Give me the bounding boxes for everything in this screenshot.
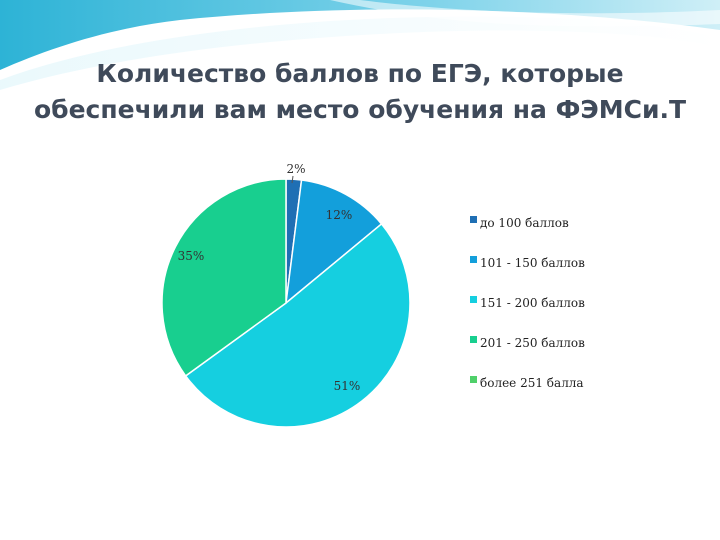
- header-banner: [0, 0, 720, 90]
- pie-slice-2: [285, 179, 383, 305]
- pie-slice-labels: 2% 12% 51% 35%: [178, 162, 361, 393]
- slice-label-3: 51%: [334, 379, 361, 393]
- slide-title: Количество баллов по ЕГЭ, которые обеспе…: [0, 56, 720, 128]
- legend-swatch-3: [470, 296, 477, 303]
- label-leader-line: [291, 175, 294, 184]
- pie-slice-4: [161, 178, 287, 377]
- chart-legend: до 100 баллов 101 - 150 баллов 151 - 200 б…: [470, 216, 585, 390]
- legend-swatch-5: [470, 376, 477, 383]
- slide-title-line-1: Количество баллов по ЕГЭ, которые: [96, 59, 624, 88]
- legend-label-3: 151 - 200 баллов: [480, 296, 585, 310]
- legend-label-4: 201 - 250 баллов: [480, 336, 585, 350]
- legend-label-1: до 100 баллов: [480, 216, 569, 230]
- banner-wave-light: [0, 16, 720, 90]
- pie-slices: [161, 178, 411, 428]
- legend-label-5: более 251 балла: [480, 376, 584, 390]
- slice-label-2: 12%: [326, 208, 353, 222]
- slice-label-4: 35%: [178, 249, 205, 263]
- banner-wave-dark: [0, 0, 720, 70]
- legend-label-2: 101 - 150 баллов: [480, 256, 585, 270]
- legend-swatch-4: [470, 336, 477, 343]
- slide-title-line-2: обеспечили вам место обучения на ФЭМСи.Т: [33, 95, 687, 124]
- legend-swatch-1: [470, 216, 477, 223]
- banner-wave-highlight: [330, 0, 720, 27]
- slice-label-1: 2%: [286, 162, 305, 176]
- pie-slice-3: [184, 222, 411, 428]
- legend-swatch-2: [470, 256, 477, 263]
